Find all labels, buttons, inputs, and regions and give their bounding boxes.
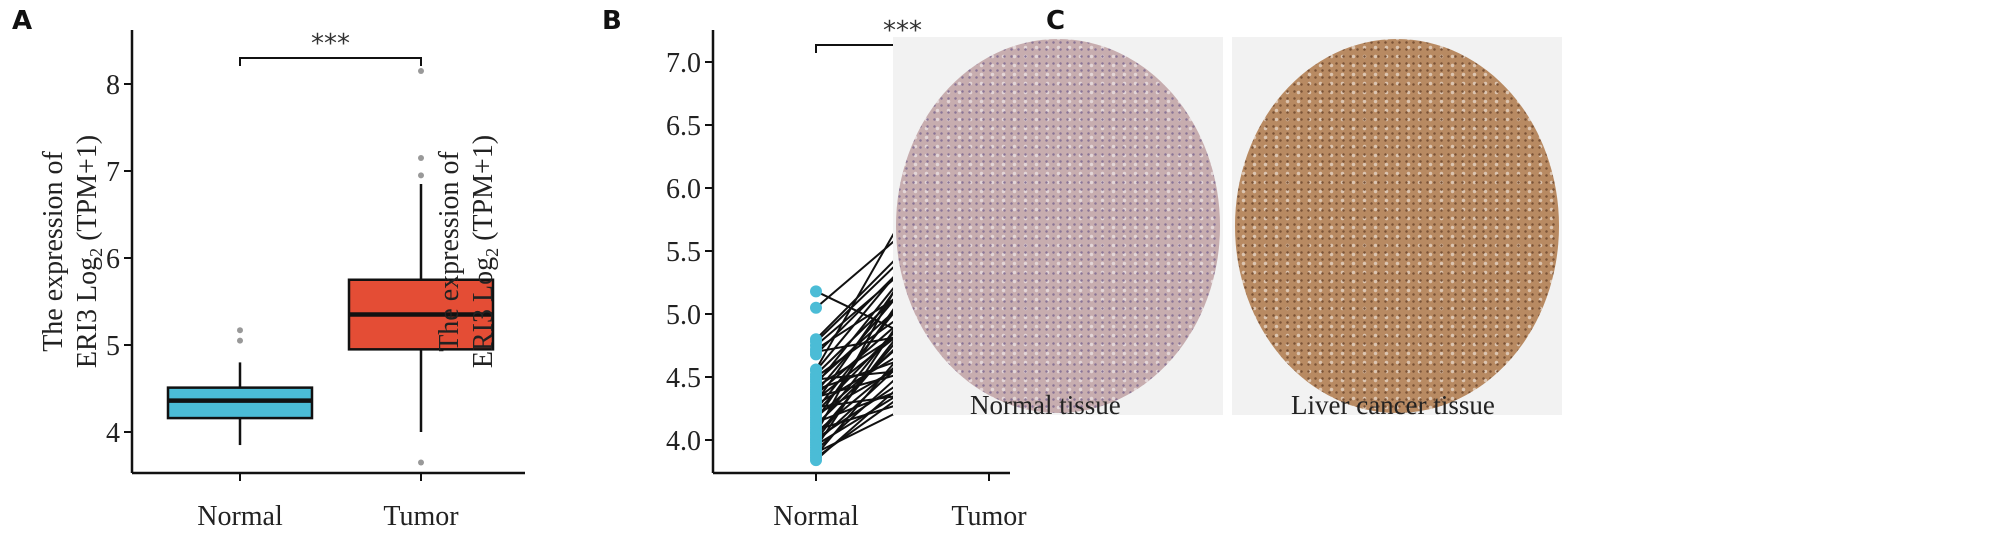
y-axis-label: The expression of ERI3 Log2 (TPM+1): [38, 135, 106, 368]
panel-label-c: C: [1046, 6, 1066, 36]
normal-point: [810, 348, 822, 361]
x-tick-label: Tumor: [383, 501, 459, 532]
y-tick-label: 5.5: [666, 237, 701, 268]
normal-point: [810, 301, 822, 314]
y-tick-label: 7: [106, 157, 120, 188]
outlier-point: [418, 154, 424, 161]
x-tick-label: Normal: [773, 501, 859, 532]
tissue-core-cancer: [1235, 39, 1559, 413]
y-tick-label: 6: [106, 244, 120, 275]
x-tick-label: Tumor: [951, 501, 1027, 532]
y-tick-label: 4: [106, 418, 120, 449]
panel-label-a: A: [12, 6, 33, 36]
y-axis-label: The expression of ERI3 Log2 (TPM+1): [434, 135, 502, 368]
outlier-point: [418, 172, 424, 179]
normal-point: [810, 454, 822, 467]
outlier-point: [418, 67, 424, 74]
y-tick-label: 8: [106, 70, 120, 101]
y-tick-label: 7.0: [666, 48, 701, 79]
y-tick-label: 5: [106, 331, 120, 362]
boxplot-chart: 4 5 6 7 8 Normal Tumor The expression of ERI3 Lo…: [38, 29, 525, 532]
significance-bracket: [239, 57, 422, 66]
significance-label: ***: [311, 29, 350, 59]
caption-cancer-tissue: Liver cancer tissue: [1291, 390, 1495, 420]
y-tick-label: 6.0: [666, 174, 701, 205]
x-tick-label: Normal: [197, 501, 283, 532]
tissue-core-normal: [896, 39, 1220, 413]
y-tick-label: 4.5: [666, 363, 701, 394]
outlier-point: [237, 337, 243, 344]
y-tick-label: 5.0: [666, 300, 701, 331]
outlier-point: [237, 327, 243, 334]
panel-label-b: B: [602, 6, 622, 36]
y-tick-label: 6.5: [666, 111, 701, 142]
caption-normal-tissue: Normal tissue: [970, 390, 1121, 420]
y-tick-label: 4.0: [666, 426, 701, 457]
outlier-point: [418, 459, 424, 466]
normal-tissue-image: [893, 37, 1223, 415]
cancer-tissue-image: [1232, 37, 1562, 415]
normal-point: [810, 285, 822, 298]
